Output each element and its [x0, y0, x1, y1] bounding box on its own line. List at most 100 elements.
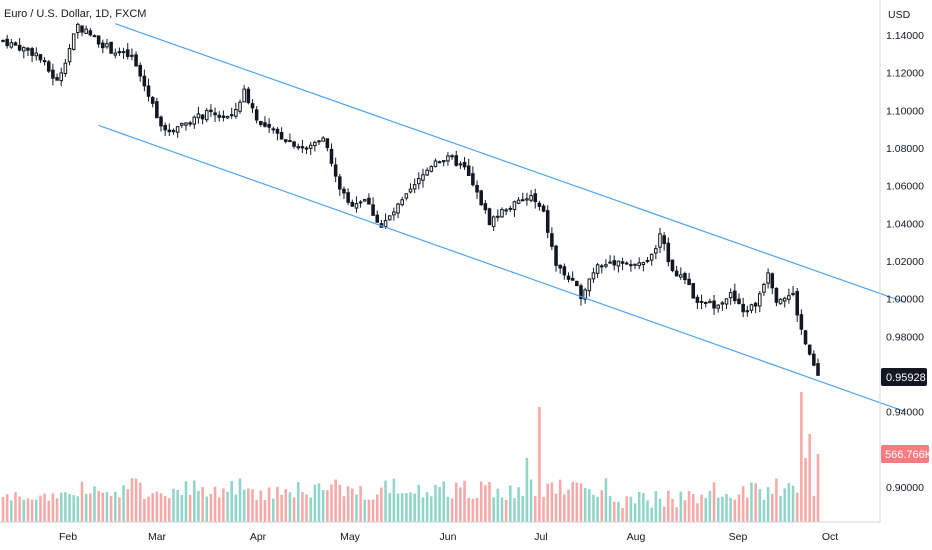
volume-bar	[222, 488, 225, 522]
candle-body-down	[250, 103, 255, 109]
candle	[654, 245, 658, 260]
volume-bar	[787, 483, 791, 522]
volume-bar	[592, 494, 595, 522]
volume-bar	[517, 487, 520, 522]
channel-upper-line[interactable]	[115, 23, 906, 303]
channel-lower-line[interactable]	[98, 124, 906, 413]
candle-body-up	[791, 292, 795, 295]
volume-bar	[255, 499, 258, 522]
candle	[728, 288, 733, 305]
symbol-title: Euro / U.S. Dollar, 1D, FXCM	[4, 8, 146, 20]
candle-body-up	[516, 199, 521, 204]
candle-body-down	[209, 109, 213, 113]
candle-body-up	[404, 193, 409, 199]
volume-bar	[642, 493, 645, 522]
volume-bar	[284, 489, 288, 522]
candle-body-down	[533, 193, 538, 203]
time-axis-ticks[interactable]: Feb Mar Apr May Jun Jul Aug Sep Oct	[59, 531, 838, 543]
candle-body-up	[641, 261, 646, 265]
candle-body-up	[34, 52, 39, 57]
volume-bar	[263, 499, 267, 522]
candle	[458, 161, 463, 169]
last-price-value: 0.95928	[886, 372, 926, 384]
volume-bar	[159, 493, 163, 522]
candle-body-up	[508, 207, 513, 210]
volume-bar	[612, 501, 616, 522]
candle	[55, 73, 59, 81]
candle	[9, 39, 14, 49]
volume-bar	[375, 494, 379, 522]
candle	[716, 304, 720, 313]
time-tick-label: Mar	[148, 531, 167, 543]
candle-body-down	[17, 44, 22, 51]
volume-bar	[55, 498, 59, 522]
candle-body-up	[67, 48, 72, 63]
volume-bar	[658, 498, 662, 522]
candle	[367, 193, 371, 205]
candle	[616, 260, 621, 273]
candle	[217, 111, 222, 122]
candle	[109, 41, 113, 54]
candle	[816, 358, 820, 376]
candle-body-up	[512, 201, 517, 211]
volume-bar	[259, 490, 263, 522]
candle-body-down	[101, 42, 105, 49]
candle-body-up	[441, 160, 446, 163]
candle	[358, 200, 363, 208]
volume-bar	[188, 494, 192, 522]
candle	[708, 298, 712, 304]
candle	[687, 272, 691, 286]
volume-bar	[10, 500, 13, 522]
volume-bar	[346, 486, 350, 522]
candle	[279, 127, 284, 140]
candle-body-down	[699, 300, 704, 303]
volume-bar	[721, 496, 724, 522]
currency-label: USD	[888, 9, 911, 21]
volume-bar	[234, 494, 238, 522]
candle	[184, 122, 188, 131]
volume-bar	[459, 487, 462, 522]
volume-bar	[417, 484, 421, 522]
candle	[417, 172, 421, 190]
time-tick-label: May	[340, 531, 361, 543]
volume-bar	[151, 493, 154, 522]
candle	[171, 128, 176, 135]
candle	[392, 207, 396, 221]
candle-body-down	[5, 38, 9, 46]
candle-body-down	[662, 235, 666, 245]
candle	[67, 44, 72, 66]
candle-body-up	[92, 35, 97, 38]
time-tick-label: Aug	[627, 531, 646, 543]
candle-body-up	[678, 274, 683, 278]
candle	[159, 115, 163, 132]
candle-body-down	[1, 39, 5, 42]
price-tick-label: 1.12000	[886, 68, 924, 80]
candle	[525, 192, 529, 206]
candle	[433, 158, 438, 168]
volume-bar	[276, 486, 279, 522]
volume-bar	[637, 492, 641, 522]
channel-layer	[98, 23, 906, 413]
candle	[745, 305, 750, 317]
volume-bar	[213, 486, 217, 522]
candle	[17, 38, 22, 52]
price-tick-label: 0.94000	[886, 407, 924, 419]
candle	[117, 47, 122, 56]
volume-bar	[492, 497, 495, 522]
volume-bar	[209, 493, 213, 522]
candle-body-down	[150, 97, 155, 104]
candle-body-up	[383, 220, 388, 228]
candle	[562, 263, 567, 280]
candle-body-up	[500, 209, 504, 218]
volume-bar	[413, 493, 416, 522]
volume-bar	[201, 487, 204, 522]
volume-bar	[533, 495, 537, 522]
candle-body-down	[541, 205, 546, 212]
candle	[125, 43, 130, 60]
volume-bar	[579, 483, 583, 522]
candle-body-down	[142, 75, 147, 87]
price-tick-label: 1.02000	[886, 256, 924, 268]
candle	[296, 143, 301, 151]
